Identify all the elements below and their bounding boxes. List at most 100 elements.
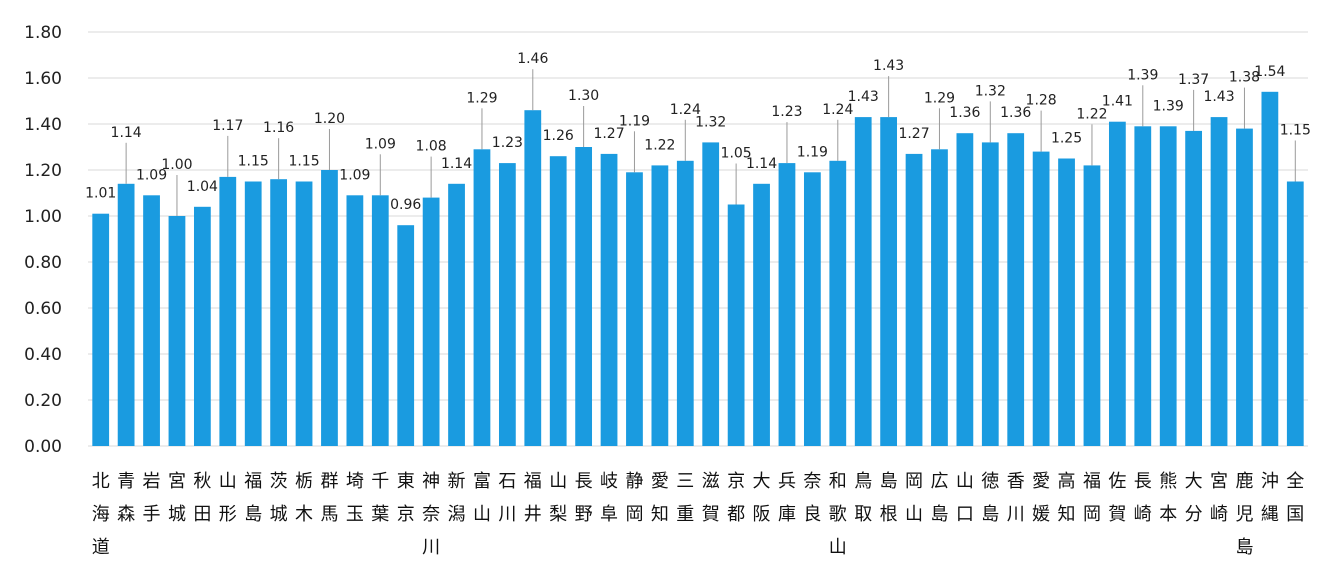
data-label: 1.15: [1280, 123, 1311, 139]
category-label: 兵庫: [778, 471, 796, 525]
category-label: 山梨: [549, 471, 567, 525]
data-label: 1.25: [1051, 131, 1082, 147]
bar: [1236, 128, 1253, 446]
category-label: 沖縄: [1261, 471, 1279, 525]
data-label: 1.38: [1229, 70, 1260, 86]
category-label: 山口: [956, 471, 974, 525]
category-label: 全国: [1286, 471, 1304, 525]
category-label: 京都: [727, 471, 745, 525]
category-label: 東京: [397, 471, 415, 525]
data-label: 1.01: [85, 186, 116, 202]
bar: [346, 195, 364, 446]
data-label: 1.43: [1203, 89, 1234, 105]
bar: [753, 183, 770, 447]
bar: [143, 195, 160, 446]
category-label: 香川: [1007, 471, 1025, 525]
data-label: 1.23: [771, 104, 802, 120]
bar: [1286, 181, 1304, 446]
bar: [956, 133, 974, 446]
bar: [1261, 91, 1279, 447]
data-label: 1.29: [466, 90, 497, 106]
data-label: 1.54: [1254, 64, 1285, 80]
data-labels: 1.011.141.091.001.041.171.151.161.151.20…: [85, 51, 1311, 216]
data-label: 1.19: [797, 144, 828, 160]
category-label: 石川: [498, 471, 516, 525]
category-label: 高知: [1058, 471, 1076, 525]
category-label: 長野: [575, 471, 593, 525]
bar: [1134, 126, 1152, 447]
category-label: 大分: [1185, 471, 1203, 525]
bar: [397, 225, 415, 446]
y-tick-label: 0.40: [24, 345, 62, 365]
y-tick-label: 0.80: [24, 253, 62, 273]
data-label: 1.41: [1102, 94, 1133, 110]
category-label: 大阪: [753, 471, 771, 525]
bar: [880, 117, 898, 446]
category-label: 福井: [524, 471, 542, 525]
bars: [92, 91, 1304, 447]
category-label: 群馬: [320, 471, 338, 525]
bar: [1058, 158, 1075, 446]
category-label: 熊本: [1159, 471, 1177, 525]
category-label: 鳥取: [854, 471, 872, 525]
category-label: 鹿児島: [1235, 471, 1253, 558]
bar: [498, 163, 516, 446]
y-tick-label: 1.60: [24, 69, 62, 89]
bar: [854, 117, 872, 446]
data-label: 1.39: [1153, 98, 1184, 114]
data-label: 1.23: [492, 135, 523, 151]
category-label: 滋賀: [702, 471, 720, 525]
data-label: 1.16: [263, 120, 294, 136]
data-label: 1.08: [416, 139, 447, 155]
bar: [1032, 151, 1050, 446]
category-label: 三重: [676, 471, 694, 525]
category-label: 徳島: [981, 471, 999, 525]
y-tick-label: 1.20: [24, 161, 62, 181]
bar: [193, 206, 211, 446]
bar: [626, 172, 643, 447]
data-label: 1.29: [924, 90, 955, 106]
data-label: 1.24: [822, 102, 853, 118]
category-label: 北海道: [92, 471, 110, 558]
data-label: 1.14: [441, 156, 472, 172]
data-label: 0.96: [390, 197, 421, 213]
data-label: 1.17: [212, 118, 243, 134]
data-label: 1.28: [1026, 93, 1057, 109]
data-label: 1.32: [695, 114, 726, 130]
data-label: 1.36: [949, 105, 980, 121]
category-label: 秋田: [193, 471, 211, 525]
bar: [270, 179, 288, 446]
bar: [1108, 121, 1126, 446]
category-label: 福島: [244, 471, 262, 525]
data-label: 1.26: [543, 128, 574, 144]
data-label: 1.05: [721, 146, 752, 162]
category-label: 広島: [930, 471, 948, 525]
category-label: 島根: [880, 471, 898, 525]
bar: [1083, 165, 1101, 446]
data-label: 1.09: [136, 167, 167, 183]
y-axis-ticks: 0.00 0.20 0.40 0.60 0.80 1.00 1.20 1.40 1.60 1.80: [24, 23, 62, 457]
bar: [244, 181, 262, 446]
data-label: 1.09: [339, 167, 370, 183]
category-label: 岐阜: [600, 471, 618, 525]
category-label: 静岡: [625, 471, 643, 525]
bar: [778, 163, 796, 446]
y-tick-label: 1.80: [24, 23, 62, 43]
y-tick-label: 1.00: [24, 207, 62, 227]
bar: [981, 142, 999, 446]
data-label: 1.09: [365, 136, 396, 152]
bar: [168, 216, 186, 446]
data-label: 1.36: [1000, 105, 1031, 121]
bar: [702, 142, 720, 446]
bar: [92, 213, 110, 446]
category-label: 福岡: [1083, 471, 1101, 525]
y-tick-label: 0.20: [24, 391, 62, 411]
data-label: 1.14: [111, 125, 142, 141]
data-label: 1.27: [593, 126, 624, 142]
data-label: 1.22: [1076, 106, 1107, 122]
data-label: 1.37: [1178, 72, 1209, 88]
bar: [117, 183, 135, 447]
bar: [1159, 126, 1177, 447]
gridlines: [88, 31, 1308, 447]
